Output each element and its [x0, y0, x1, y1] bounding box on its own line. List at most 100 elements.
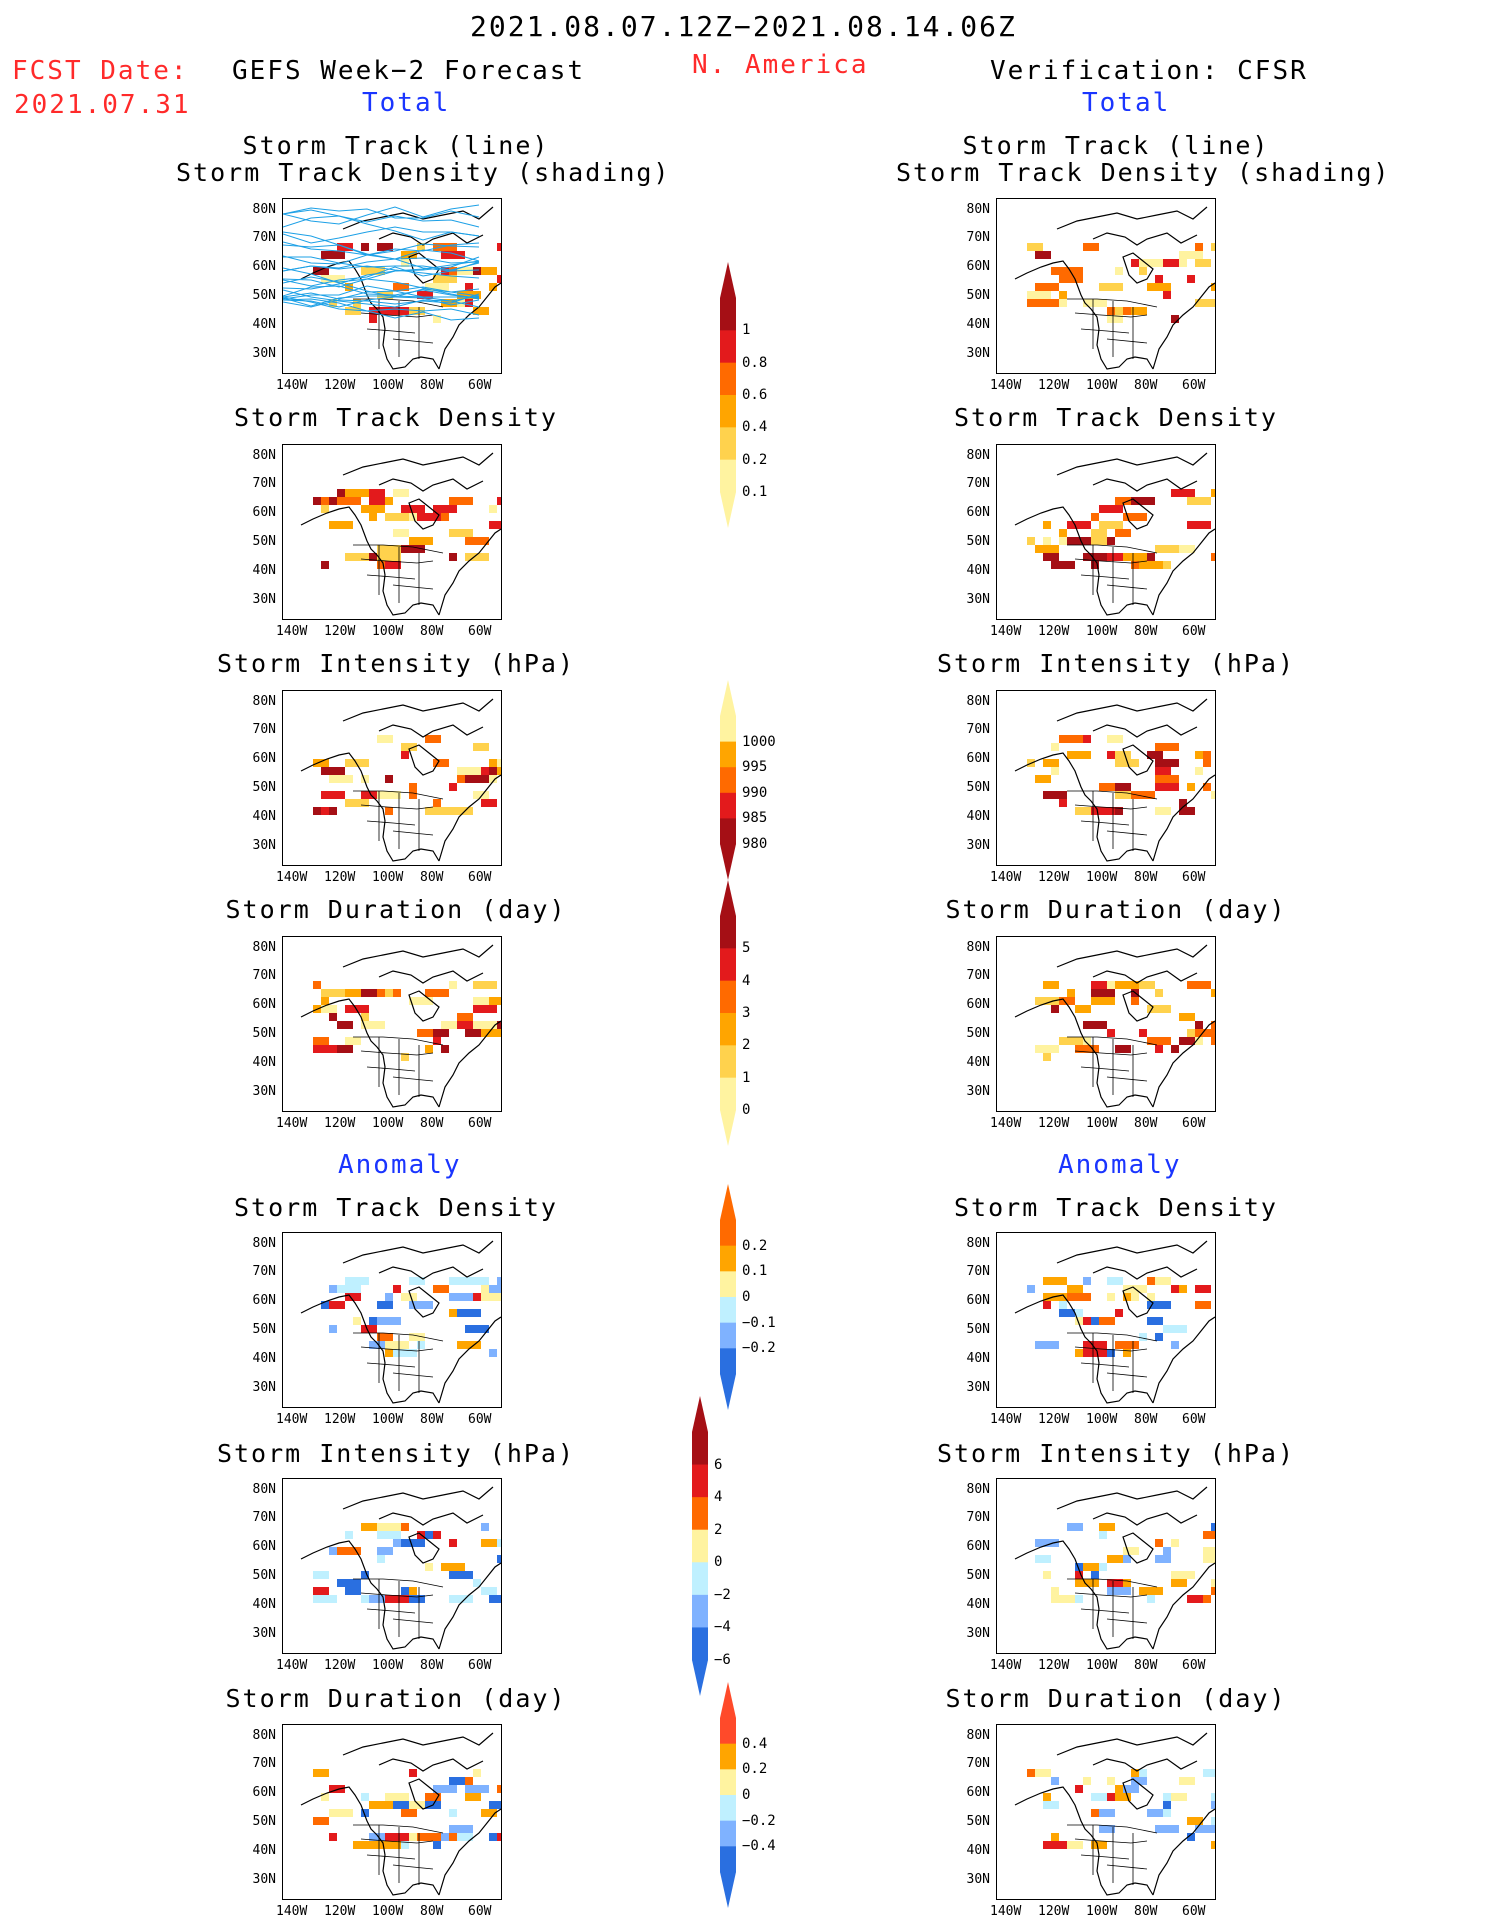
shading-cell: [449, 1571, 473, 1579]
shading-cell: [417, 513, 441, 521]
lat-tick-label: 60N: [252, 259, 276, 274]
shading-cell: [1123, 1785, 1139, 1793]
colorbar-label: 0.1: [742, 484, 768, 500]
shading-cell: [1067, 537, 1091, 545]
shading-cell: [1099, 505, 1123, 513]
colorbar-segment: [692, 1464, 708, 1498]
shading-cell: [321, 251, 345, 259]
shading-cell: [1027, 299, 1051, 307]
shading-cell: [1195, 767, 1203, 775]
shading-cell: [1067, 751, 1091, 759]
shading-cell: [425, 735, 441, 743]
lon-tick-label: 120W: [1038, 378, 1070, 393]
shading-cell: [1083, 1349, 1107, 1357]
shading-cell: [1059, 1301, 1067, 1309]
colorbar-label: 4: [742, 972, 751, 989]
lat-tick-label: 50N: [966, 534, 990, 549]
state-borders: [353, 1332, 444, 1393]
shading-cell: [449, 1809, 457, 1817]
shading-cell: [1083, 1021, 1107, 1029]
storm-track-line: [283, 293, 480, 308]
shading-cell: [369, 489, 385, 497]
storm-track-line: [283, 296, 480, 321]
shading-cell: [1187, 1029, 1195, 1037]
shading-cell: [1211, 1037, 1215, 1045]
colorbar-segment: [692, 1562, 708, 1596]
shading-cell: [1035, 997, 1059, 1005]
shading-cell: [1059, 299, 1067, 307]
lon-tick-label: 100W: [372, 624, 404, 639]
shading-cell: [1083, 1037, 1091, 1045]
shading-cell: [409, 1277, 425, 1285]
shading-cell: [1123, 553, 1147, 561]
lat-tick-label: 50N: [966, 1322, 990, 1337]
shading-cell: [433, 807, 457, 815]
shading-layer: [313, 1769, 501, 1849]
lon-tick-label: 80W: [1134, 1412, 1158, 1427]
shading-cell: [385, 1595, 409, 1603]
shading-cell: [1163, 1555, 1171, 1563]
arctic-islands: [342, 452, 494, 530]
shading-cell: [1051, 743, 1059, 751]
shading-cell: [1195, 1825, 1215, 1833]
shading-cell: [1099, 1809, 1115, 1817]
shading-cell: [321, 791, 345, 799]
lon-tick-label: 120W: [324, 1412, 356, 1427]
storm-track-line: [283, 204, 480, 225]
shading-cell: [1043, 537, 1051, 545]
shading-cell: [1107, 1029, 1115, 1037]
shading-cell: [337, 1547, 361, 1555]
shading-cell: [345, 989, 361, 997]
colorbar-segment: [720, 980, 736, 1014]
shading-cell: [329, 1013, 337, 1021]
shading-cell: [1171, 545, 1195, 553]
shading-cell: [465, 1325, 489, 1333]
shading-cell: [1147, 1005, 1171, 1013]
shading-cell: [1075, 1563, 1099, 1571]
shading-cell: [481, 1523, 489, 1531]
shading-cell: [1067, 1285, 1083, 1293]
map-canvas: [300, 698, 501, 862]
lat-tick-label: 60N: [252, 505, 276, 520]
lat-tick-label: 40N: [252, 1843, 276, 1858]
shading-cell: [337, 1021, 353, 1029]
shading-cell: [1075, 1571, 1083, 1579]
lon-tick-label: 100W: [372, 1904, 404, 1919]
lat-tick-label: 40N: [966, 809, 990, 824]
shading-cell: [1107, 1277, 1123, 1285]
shading-cell: [497, 275, 501, 283]
coastline: [300, 506, 501, 616]
arctic-islands: [1056, 206, 1208, 284]
shading-cell: [481, 553, 489, 561]
colorbar-label: −6: [714, 1652, 731, 1668]
shading-layer: [313, 981, 501, 1061]
shading-cell: [1043, 981, 1059, 989]
colorbar-bottom-arrow: [720, 1872, 736, 1908]
lon-tick-label: 120W: [324, 378, 356, 393]
colorbar-segment: [720, 298, 736, 331]
shading-cell: [385, 1833, 409, 1841]
shading-cell: [329, 775, 353, 783]
lat-tick-label: 50N: [252, 1322, 276, 1337]
map-canvas: [1014, 452, 1215, 616]
shading-cell: [1051, 767, 1059, 775]
right-anomaly-label: Anomaly: [1058, 1150, 1182, 1180]
shading-cell: [1203, 1547, 1215, 1555]
shading-cell: [497, 1555, 501, 1563]
shading-cell: [1099, 1825, 1115, 1833]
shading-cell: [1179, 1013, 1195, 1021]
shading-cell: [481, 1539, 497, 1547]
arctic-islands: [1056, 452, 1208, 530]
shading-cell: [1195, 1285, 1211, 1293]
shading-cell: [1171, 1341, 1179, 1349]
lat-tick-label: 60N: [966, 751, 990, 766]
lon-tick-label: 100W: [372, 870, 404, 885]
storm-track-line: [283, 244, 480, 262]
panel-title-density-right: Storm Track Density: [954, 403, 1278, 432]
shading-cell: [1203, 751, 1211, 759]
shading-cell: [1027, 1285, 1035, 1293]
shading-cell: [401, 259, 409, 267]
storm-track-line: [283, 276, 480, 300]
colorbar-label: 5: [742, 940, 751, 957]
lat-tick-label: 40N: [966, 1055, 990, 1070]
